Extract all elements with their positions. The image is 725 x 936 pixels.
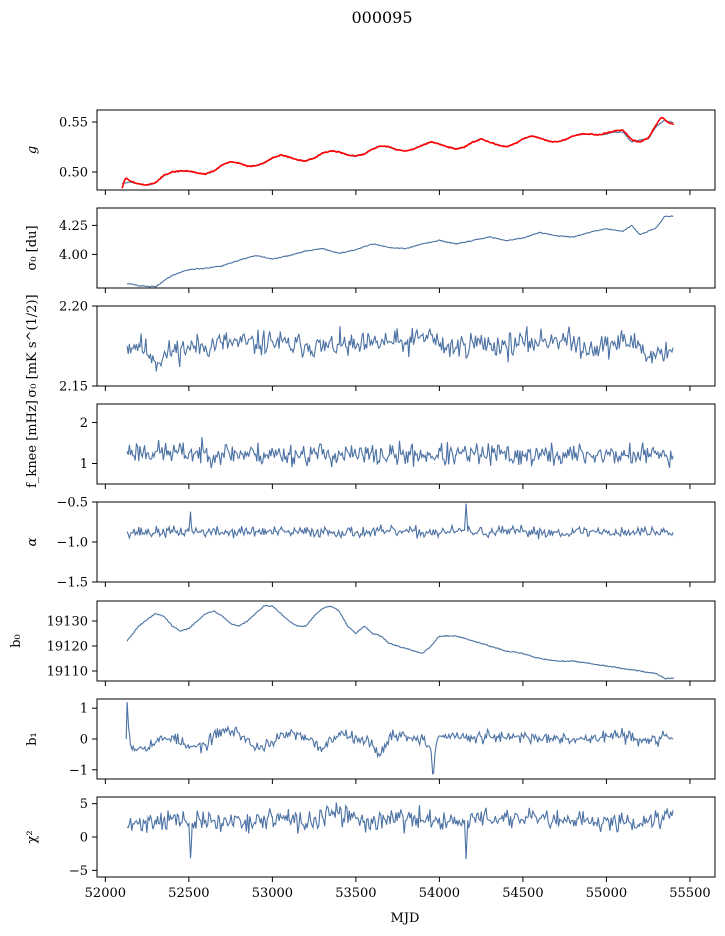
y-tick-label-6-1: 0 <box>80 733 88 748</box>
axes-frame-5 <box>96 600 716 682</box>
y-axis-label-0: g <box>25 146 40 154</box>
y-tick-label-5-2: 19130 <box>47 615 88 630</box>
y-axis-label-3: f_knee [mHz] <box>25 400 40 488</box>
y-tick-label-4-0: −1.5 <box>56 576 88 591</box>
x-tick-label-3: 53500 <box>335 886 376 901</box>
axes-frame-2 <box>96 305 716 387</box>
series-line-7-0 <box>126 802 674 860</box>
y-axis-label-2: σ₀ [mK s^(1/2)] <box>25 294 40 397</box>
y-tick-label-3-0: 1 <box>80 457 88 472</box>
y-tick-label-3-1: 2 <box>80 416 88 431</box>
series-line-5-0 <box>126 605 674 680</box>
x-tick-label-0: 52000 <box>85 886 126 901</box>
axes-frame-3 <box>96 403 716 485</box>
x-tick-label-1: 52500 <box>168 886 209 901</box>
y-axis-label-6: b₁ <box>25 732 40 746</box>
y-tick-label-5-0: 19110 <box>47 665 88 680</box>
panel-2: 2.15 2.20 σ₀ [mK s^(1/2)] <box>25 294 716 398</box>
panel-5: 19110 19120 19130 b₀ <box>9 600 716 686</box>
axes-frame-4 <box>96 501 716 583</box>
series-line-0-1 <box>121 116 674 189</box>
series-line-1-0 <box>126 215 674 288</box>
x-axis-label: MJD <box>391 911 420 926</box>
y-axis-label-5: b₀ <box>9 634 24 648</box>
y-tick-label-5-1: 19120 <box>47 640 88 655</box>
panel-stack: 0.50 0.55 g 4.00 4.25 σ₀ [du] 2.15 2.20 σ₀ [mK s… <box>9 109 716 901</box>
figure-title: 000095 <box>351 8 412 27</box>
y-axis-label-1: σ₀ [du] <box>25 225 40 270</box>
axes-frame-1 <box>96 207 716 289</box>
y-tick-label-7-2: 5 <box>80 797 88 812</box>
y-tick-label-6-2: 1 <box>80 702 88 717</box>
panel-6: −1 0 1 b₁ <box>25 698 716 784</box>
panel-1: 4.00 4.25 σ₀ [du] <box>25 207 716 293</box>
y-axis-label-4: α <box>25 537 40 546</box>
y-tick-label-7-1: 0 <box>80 831 88 846</box>
x-tick-label-2: 53000 <box>252 886 293 901</box>
y-axis-label-7: χ² <box>25 830 40 843</box>
panel-4: −1.5 −1.0 −0.5 α <box>25 496 716 591</box>
panel-7: −5 0 5 52000 52500 53000 53500 54000 54500 55000 5… <box>25 796 716 901</box>
y-tick-label-4-2: −0.5 <box>56 496 88 511</box>
y-tick-label-2-1: 2.20 <box>59 300 88 315</box>
series-line-6-0 <box>125 702 674 775</box>
x-tick-label-4: 54000 <box>419 886 460 901</box>
panel-0: 0.50 0.55 g <box>25 109 716 195</box>
series-line-3-0 <box>126 437 674 469</box>
x-tick-label-6: 55000 <box>586 886 627 901</box>
x-tick-label-7: 55500 <box>669 886 710 901</box>
y-tick-label-7-0: −5 <box>69 864 88 879</box>
series-line-2-0 <box>126 326 674 372</box>
y-tick-label-0-0: 0.50 <box>59 166 88 181</box>
panel-3: 1 2 f_knee [mHz] <box>25 400 716 489</box>
y-tick-label-1-0: 4.00 <box>59 248 88 263</box>
series-line-4-0 <box>126 503 674 540</box>
y-tick-label-4-1: −1.0 <box>56 536 88 551</box>
series-line-0-0 <box>122 119 674 186</box>
y-tick-label-2-0: 2.15 <box>59 380 88 395</box>
y-tick-label-1-1: 4.25 <box>59 219 88 234</box>
x-tick-label-5: 54500 <box>502 886 543 901</box>
y-tick-label-0-1: 0.55 <box>59 116 88 131</box>
y-tick-label-6-0: −1 <box>69 763 88 778</box>
axes-frame-0 <box>96 109 716 191</box>
